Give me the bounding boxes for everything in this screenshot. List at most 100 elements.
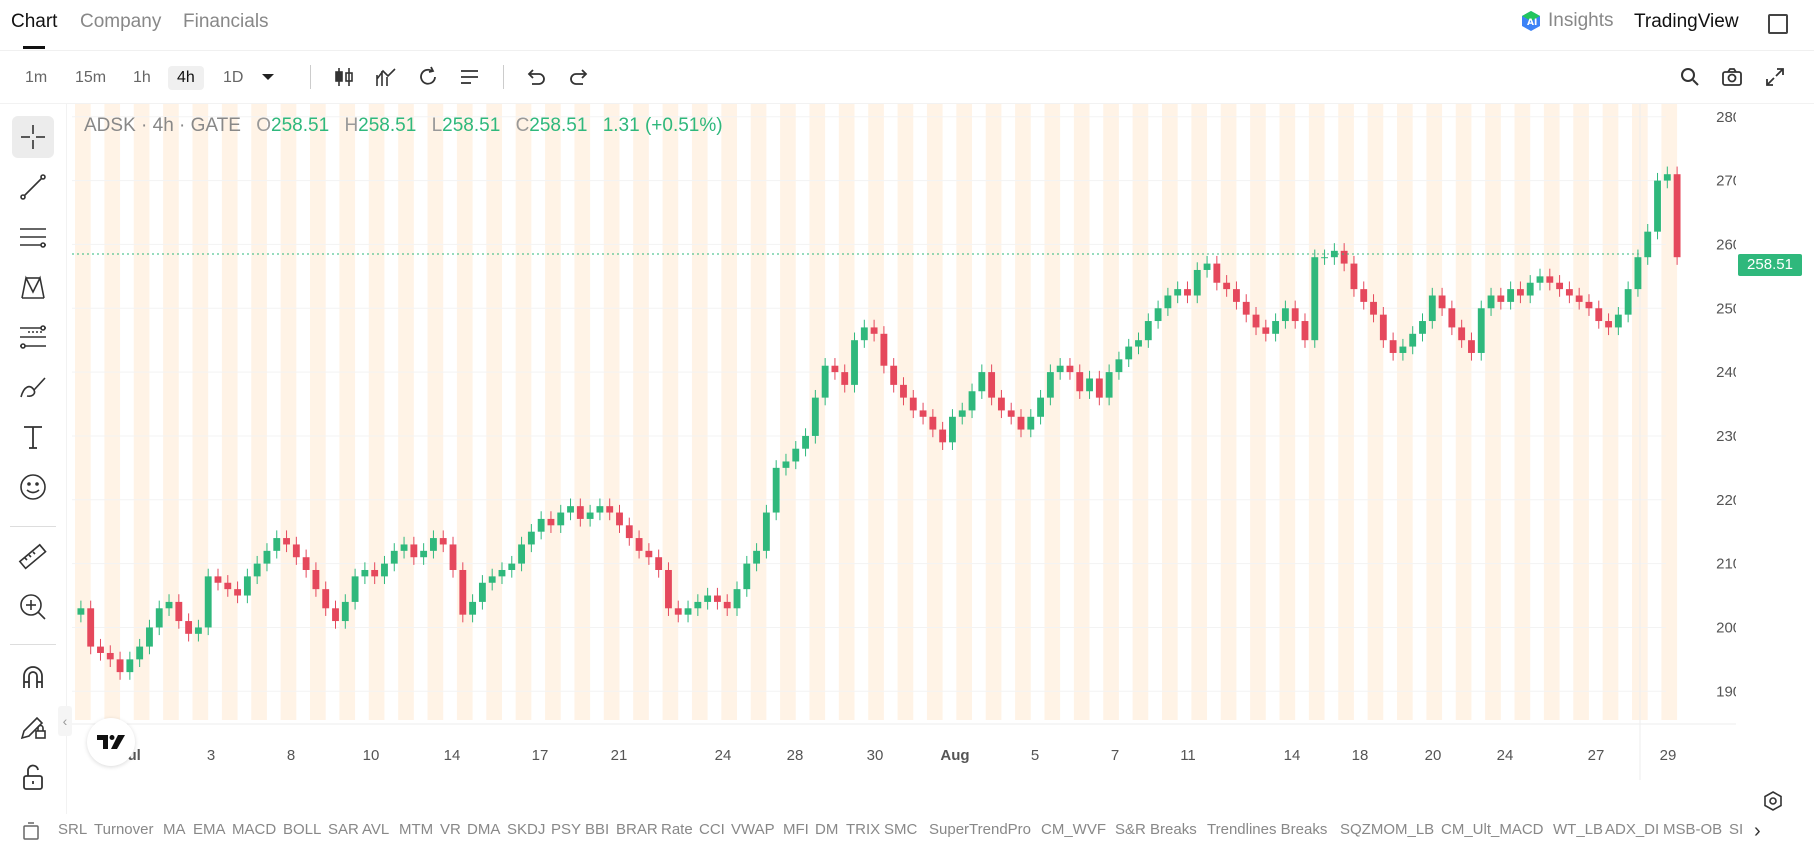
candle-body [214,576,222,583]
indicator-item[interactable]: SAR [328,821,359,838]
candle-body [625,525,633,539]
candle-body [234,589,242,596]
timeframe-1d[interactable]: 1D [223,69,244,86]
session-band [1044,104,1061,720]
candle-body [1046,372,1054,398]
indicator-item[interactable]: EMA [193,821,226,838]
refresh-icon[interactable] [416,65,440,89]
indicator-item[interactable]: SMC [884,821,918,838]
fib-tool[interactable] [12,316,54,358]
candle-body [459,569,467,615]
tradingview-link[interactable]: TradingView [1634,11,1739,32]
indicator-item[interactable]: S&R Breaks [1115,821,1197,838]
search-icon[interactable] [1678,65,1702,89]
tab-financials[interactable]: Financials [183,11,269,32]
crosshair-tool[interactable] [12,116,54,158]
undo-icon[interactable] [524,65,548,89]
session-band [427,104,444,720]
redo-icon[interactable] [567,65,591,89]
candle-body [1419,321,1426,334]
candle-body [1340,250,1348,264]
camera-icon[interactable] [1720,65,1744,89]
insights-link[interactable]: AI Insights [1520,10,1613,32]
candle-body [713,595,721,602]
timeframe-15m[interactable]: 15m [75,69,107,86]
indicator-item[interactable]: SQZMOM_LB [1340,821,1435,838]
tab-company[interactable]: Company [80,11,162,32]
session-band [280,104,297,720]
session-band [1161,104,1178,720]
candle-body [1135,340,1142,347]
indicator-item[interactable]: SKDJ [507,821,546,838]
x-tick-label: 11 [1180,747,1196,764]
indicator-item[interactable]: CM_Ult_MACD [1441,821,1544,838]
indicator-item[interactable]: TRIX [846,821,881,838]
session-band [1543,104,1560,720]
indicator-item[interactable]: SuperTrendPro [929,821,1031,838]
indicator-item[interactable]: BOLL [283,821,322,838]
emoji-tool[interactable] [12,466,54,508]
candle-body [900,384,907,398]
session-band [897,104,914,720]
indicator-item[interactable]: Turnover [94,821,154,838]
indicator-item[interactable]: DM [815,821,839,838]
indicator-item[interactable]: ADX_DI [1605,821,1660,838]
candle-body [1438,295,1446,309]
candle-body [1360,289,1368,302]
session-band [721,104,737,720]
indicator-item[interactable]: WT_LB [1553,821,1604,838]
indicator-list-icon[interactable] [20,820,42,842]
indicator-item[interactable]: MSB-OB [1663,821,1723,838]
collapse-toolbar-button[interactable]: ‹ [58,706,72,736]
indicator-item[interactable]: BBI [585,821,610,838]
trendline-tool[interactable] [12,166,54,208]
candle-body [194,627,202,634]
templates-icon[interactable] [458,65,482,89]
timeframe-1h[interactable]: 1h [133,69,151,86]
indicator-item[interactable]: MA [163,821,186,838]
indicator-item[interactable]: Rate [661,821,693,838]
indicator-item[interactable]: DMA [467,821,501,838]
indicator-item[interactable]: Trendlines Breaks [1207,821,1328,838]
text-tool[interactable] [12,416,54,458]
indicator-item[interactable]: VWAP [731,821,775,838]
indicator-item[interactable]: PSY [551,821,582,838]
horizontal-lines-tool[interactable] [12,216,54,258]
indicator-item[interactable]: MACD [232,821,277,838]
candle-body [704,595,712,602]
indicator-item[interactable]: AVL [362,821,390,838]
pattern-icon [21,275,45,299]
chevron-down-icon[interactable] [256,65,280,89]
indicator-item[interactable]: SI [1729,821,1744,838]
indicator-item[interactable]: MTM [399,821,434,838]
maximize-window-icon[interactable] [1768,14,1788,34]
unlock-tool[interactable] [12,756,54,798]
indicator-item[interactable]: CM_WVF [1041,821,1106,838]
indicator-item[interactable]: SRL [58,821,88,838]
zoom-tool[interactable] [12,586,54,628]
candle-body [949,416,956,443]
timeframe-1m[interactable]: 1m [25,69,48,86]
brush-tool[interactable] [12,366,54,408]
indicator-item[interactable]: VR [440,821,461,838]
candle-body [1213,263,1221,283]
measure-tool[interactable] [12,536,54,578]
candlestick-icon[interactable] [332,65,356,89]
indicators-icon[interactable] [374,65,398,89]
lock-drawings-tool[interactable] [12,706,54,748]
tab-chart[interactable]: Chart [11,11,58,32]
chart-settings-icon[interactable] [1762,790,1784,812]
candle-body [1017,416,1025,430]
session-band [163,104,179,720]
timeframe-4h[interactable]: 4h [168,66,204,90]
indicator-item[interactable]: MFI [783,821,809,838]
candle-body [1428,295,1436,322]
indicator-item[interactable]: BRAR [616,821,658,838]
price-chart[interactable]: 280.00 270.00 260.00 250.00 240.00 230.00 220.… [72,104,1736,780]
indicator-item[interactable]: CCI [699,821,725,838]
fullscreen-icon[interactable] [1763,65,1787,89]
pattern-tool[interactable] [12,266,54,308]
chevron-right-icon[interactable]: › [1754,820,1761,842]
candle-body [253,563,261,577]
magnet-tool[interactable] [12,656,54,698]
